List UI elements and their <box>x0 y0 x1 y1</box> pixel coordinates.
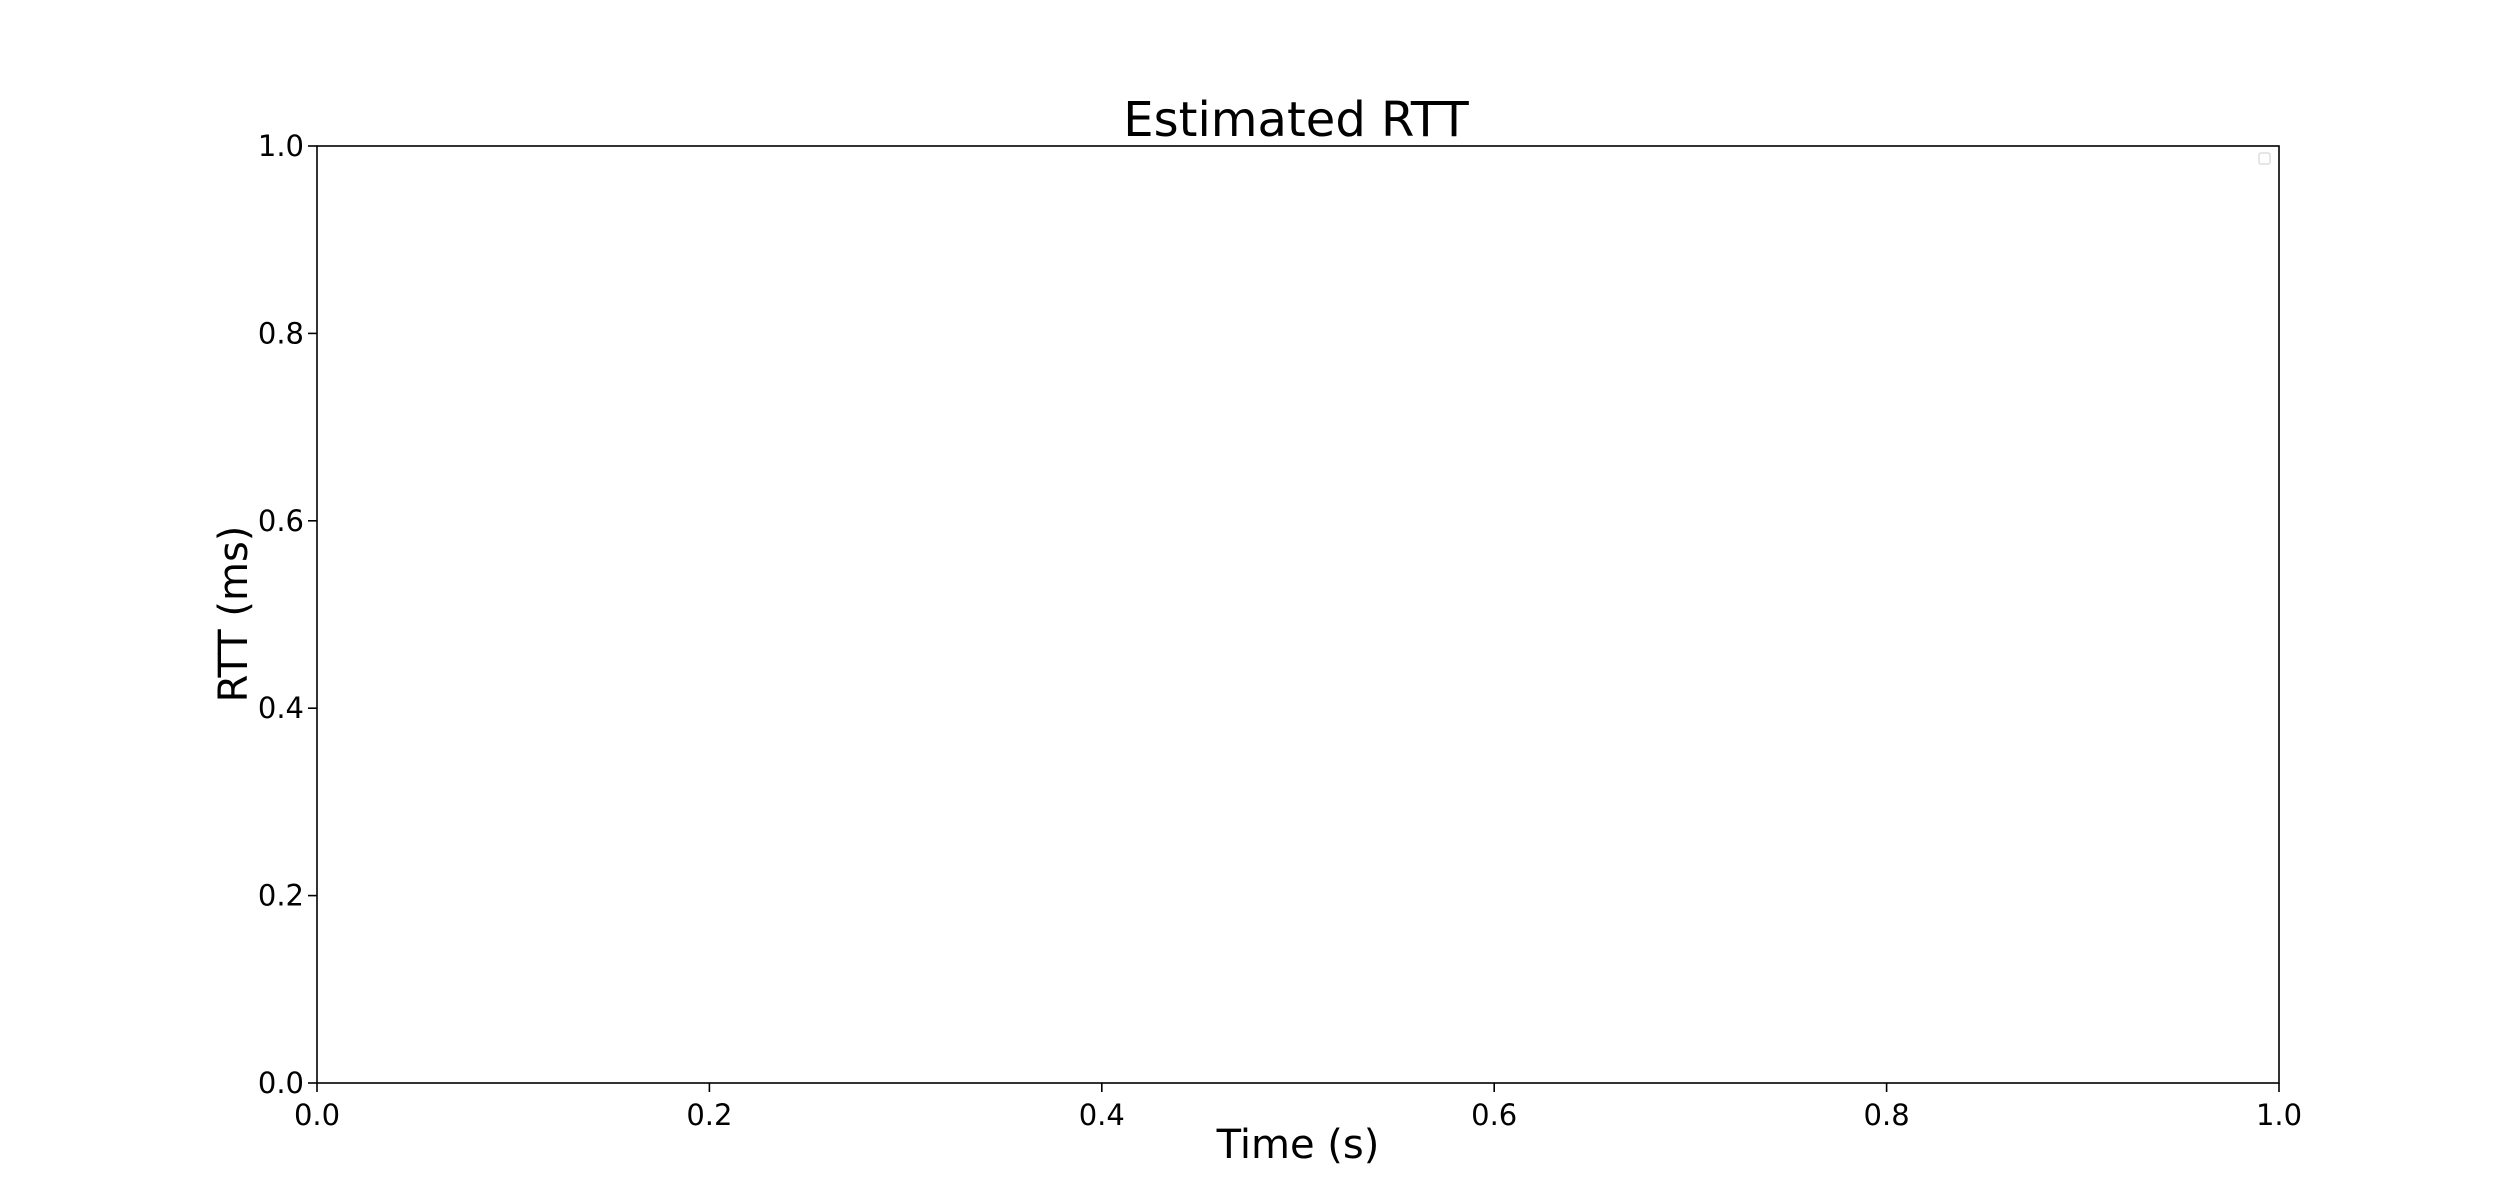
y-axis: 0.0 0.2 0.4 0.6 0.8 1.0 <box>258 129 317 1100</box>
x-tick-label: 0.2 <box>686 1098 732 1132</box>
y-tick-label: 0.8 <box>258 316 304 350</box>
x-tick-label: 0.4 <box>1079 1098 1125 1132</box>
plot-area <box>316 145 2280 1084</box>
x-tick-label: 0.6 <box>1471 1098 1517 1132</box>
y-axis-label: RTT (ms) <box>211 526 257 703</box>
chart-title: Estimated RTT <box>1123 92 1469 148</box>
y-tick-label: 0.6 <box>258 504 304 538</box>
y-tick-label: 0.2 <box>258 879 304 913</box>
x-axis: 0.0 0.2 0.4 0.6 0.8 1.0 <box>294 1083 2302 1132</box>
x-tick-label: 1.0 <box>2256 1098 2302 1132</box>
y-tick-label: 0.4 <box>258 691 304 725</box>
x-axis-label: Time (s) <box>1216 1122 1380 1168</box>
y-tick-label: 1.0 <box>258 129 304 163</box>
x-tick-label: 0.0 <box>294 1098 340 1132</box>
legend-box <box>2258 152 2271 165</box>
y-tick-label: 0.0 <box>258 1066 304 1100</box>
x-tick-label: 0.8 <box>1864 1098 1910 1132</box>
